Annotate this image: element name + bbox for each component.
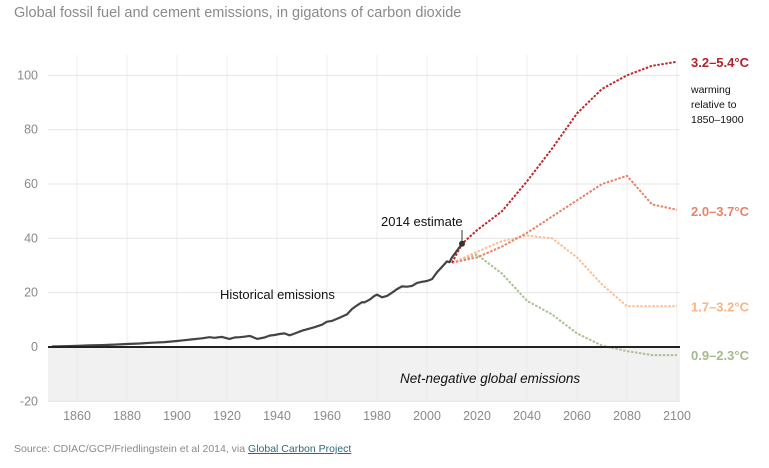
net-negative-label: Net-negative global emissions [400, 371, 580, 386]
scenario-line-3-2-5-4 [451, 60, 678, 264]
scenario-line-1-7-3-2 [451, 234, 677, 308]
scenario-range-label: 1.7–3.2°C [691, 299, 750, 314]
estimate-2014-label: 2014 estimate [381, 214, 463, 229]
x-tick-label: 1980 [363, 409, 391, 423]
y-tick-label: 40 [24, 231, 38, 245]
y-tick-label: 60 [24, 177, 38, 191]
chart-title: Global fossil fuel and cement emissions,… [14, 5, 462, 21]
series-lines [51, 60, 678, 357]
estimate-2014-point [459, 240, 465, 247]
x-tick-label: 1900 [163, 409, 191, 423]
scenario-line-2-0-3-7 [451, 174, 678, 264]
x-tick-label: 2060 [563, 409, 591, 423]
y-tick-label: 100 [17, 68, 38, 82]
warming-note-line: warming [690, 84, 731, 96]
y-tick-label: 20 [24, 286, 38, 300]
warming-note-line: 1850–1900 [691, 114, 744, 126]
x-tick-label: 2080 [613, 409, 641, 423]
y-tick-label: 0 [31, 340, 38, 354]
scenario-range-label: 0.9–2.3°C [691, 348, 750, 363]
x-tick-label: 2100 [663, 409, 691, 423]
scenario-range-label: 3.2–5.4°C [691, 55, 750, 70]
x-tick-label: 1880 [113, 409, 141, 423]
x-tick-label: 1940 [263, 409, 291, 423]
scenario-range-label: 2.0–3.7°C [691, 204, 750, 219]
scenario-line-0-9-2-3 [451, 253, 677, 357]
historical-emissions-line [51, 243, 463, 348]
x-tick-label: 2040 [513, 409, 541, 423]
warming-note-line: relative to [691, 99, 737, 111]
warming-note: warming relative to 1850–1900 [690, 84, 744, 126]
global-carbon-project-link[interactable]: Global Carbon Project [248, 443, 352, 455]
negative-region [48, 347, 680, 402]
x-tick-label: 1860 [63, 409, 91, 423]
y-tick-label: 80 [24, 123, 38, 137]
scenario-end-labels: 3.2–5.4°C 2.0–3.7°C 1.7–3.2°C 0.9–2.3°C [691, 55, 750, 363]
source-note: Source: CDIAC/GCP/Friedlingstein et al 2… [14, 443, 351, 455]
historical-emissions-label: Historical emissions [220, 287, 335, 302]
x-tick-label: 1920 [213, 409, 241, 423]
x-gridlines [76, 55, 678, 401]
source-text: Source: CDIAC/GCP/Friedlingstein et al 2… [14, 443, 249, 455]
x-tick-label: 2000 [413, 409, 441, 423]
y-gridlines [48, 74, 680, 402]
x-tick-label: 2020 [463, 409, 491, 423]
x-tick-label: 1960 [313, 409, 341, 423]
x-axis-ticks: 1860 1880 1900 1920 1940 1960 1980 2000 2020 2040… [63, 409, 691, 423]
y-tick-label: -20 [20, 394, 38, 408]
y-axis-ticks: 100 80 60 40 20 0 -20 [17, 68, 38, 408]
